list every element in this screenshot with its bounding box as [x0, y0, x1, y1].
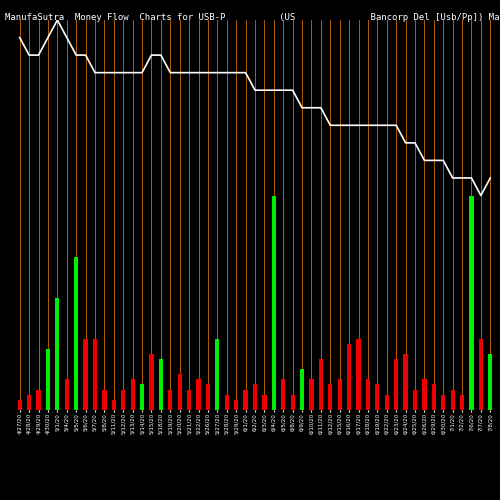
Bar [102, 390, 106, 410]
Bar [488, 354, 492, 410]
Bar [64, 380, 69, 410]
Bar [150, 354, 154, 410]
Bar [300, 369, 304, 410]
Bar [112, 400, 116, 410]
Bar [36, 390, 40, 410]
Bar [319, 359, 323, 410]
Bar [93, 338, 97, 410]
Bar [460, 394, 464, 410]
Bar [290, 394, 295, 410]
Bar [422, 380, 426, 410]
Bar [178, 374, 182, 410]
Bar [224, 394, 229, 410]
Bar [55, 298, 60, 410]
Bar [46, 348, 50, 410]
Bar [74, 257, 78, 410]
Bar [366, 380, 370, 410]
Bar [404, 354, 407, 410]
Bar [272, 196, 276, 410]
Bar [187, 390, 191, 410]
Bar [347, 344, 351, 410]
Bar [281, 380, 285, 410]
Bar [159, 359, 163, 410]
Bar [18, 400, 22, 410]
Bar [130, 380, 135, 410]
Bar [206, 384, 210, 410]
Bar [234, 400, 238, 410]
Bar [328, 384, 332, 410]
Bar [121, 390, 126, 410]
Bar [140, 384, 144, 410]
Bar [84, 338, 87, 410]
Text: ManufaSutra  Money Flow  Charts for USB-P          (US              Bancorp Del : ManufaSutra Money Flow Charts for USB-P … [5, 12, 500, 22]
Bar [196, 380, 200, 410]
Bar [479, 338, 483, 410]
Bar [244, 390, 248, 410]
Bar [441, 394, 446, 410]
Bar [356, 338, 360, 410]
Bar [310, 380, 314, 410]
Bar [432, 384, 436, 410]
Bar [338, 380, 342, 410]
Bar [27, 394, 31, 410]
Bar [168, 390, 172, 410]
Bar [262, 394, 266, 410]
Bar [253, 384, 257, 410]
Bar [470, 196, 474, 410]
Bar [375, 384, 380, 410]
Bar [384, 394, 389, 410]
Bar [215, 338, 220, 410]
Bar [413, 390, 417, 410]
Bar [394, 359, 398, 410]
Bar [450, 390, 455, 410]
